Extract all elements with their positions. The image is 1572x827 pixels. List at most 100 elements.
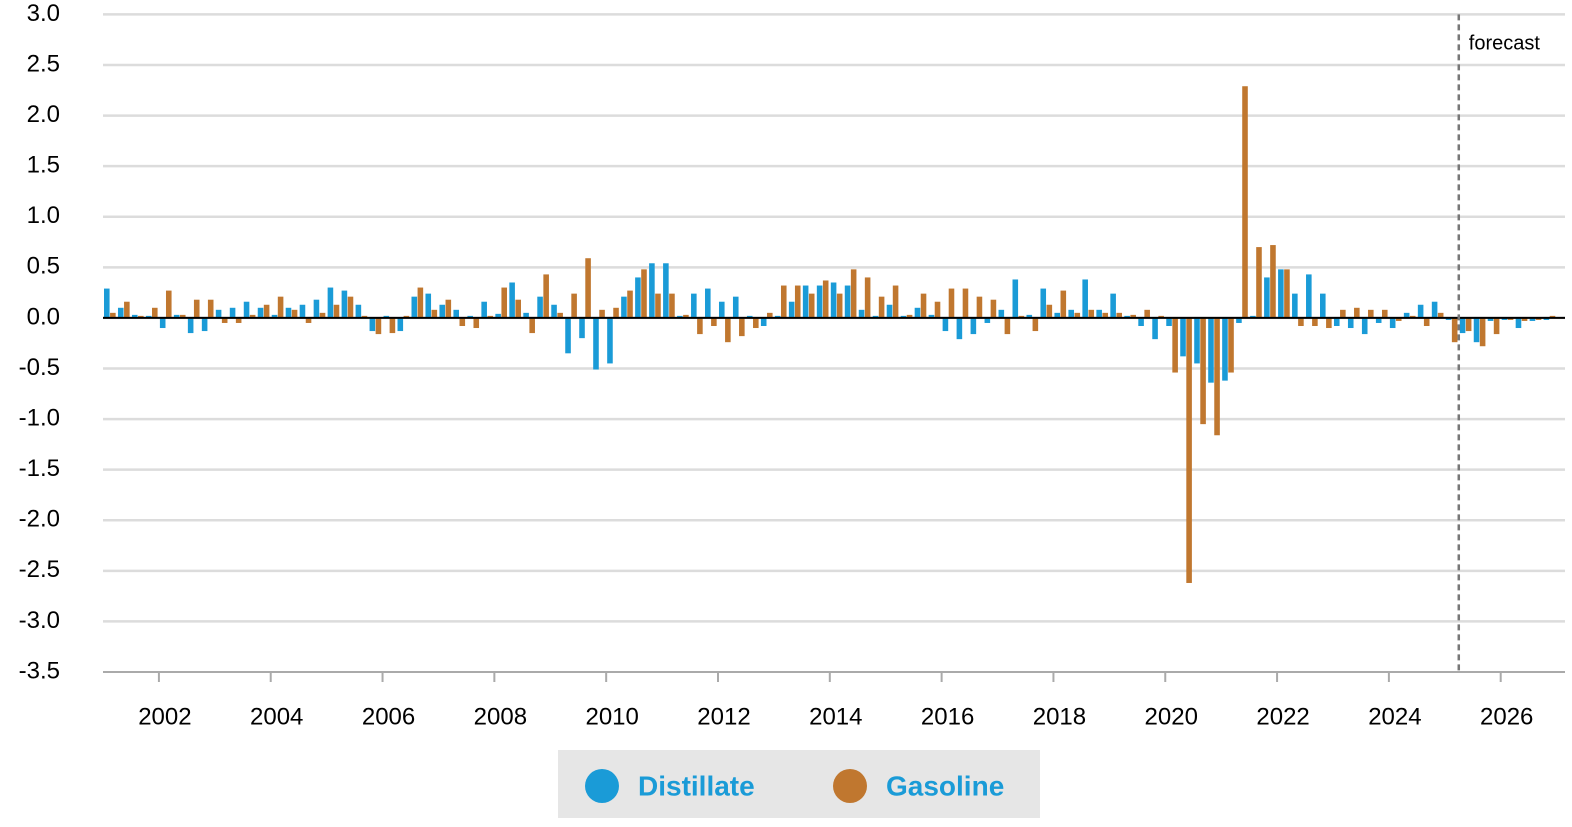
- bar: [766, 312, 773, 318]
- bar: [1381, 309, 1388, 318]
- bar: [1088, 309, 1095, 318]
- bar: [313, 299, 320, 318]
- bar: [864, 277, 871, 318]
- bar: [635, 277, 641, 318]
- bar: [886, 304, 893, 318]
- bar: [1451, 317, 1458, 343]
- bar: [515, 299, 521, 318]
- bar: [1180, 317, 1186, 357]
- bar: [599, 309, 605, 318]
- bar: [990, 299, 997, 318]
- bar: [425, 293, 432, 318]
- x-tick-label: 2004: [250, 703, 303, 730]
- y-tick-label: 2.0: [27, 101, 60, 128]
- bar: [263, 304, 270, 318]
- bar: [627, 290, 633, 318]
- bar: [934, 301, 941, 318]
- bar: [1152, 317, 1158, 340]
- bar: [565, 317, 571, 354]
- bar: [1208, 317, 1214, 383]
- bar: [187, 317, 194, 334]
- bar: [243, 301, 250, 318]
- bar: [914, 307, 921, 318]
- bar: [774, 315, 781, 318]
- bar: [683, 314, 689, 318]
- bar: [746, 315, 753, 318]
- bar: [215, 309, 222, 318]
- bar: [1417, 304, 1424, 318]
- x-tick-label: 2020: [1145, 703, 1198, 730]
- bar: [718, 301, 725, 318]
- y-tick-label: -3.5: [19, 657, 60, 684]
- bar: [1060, 290, 1067, 318]
- bar: [711, 317, 717, 327]
- bar: [780, 285, 787, 318]
- bar: [1395, 317, 1402, 321]
- bar: [104, 288, 110, 318]
- bar: [355, 304, 362, 318]
- bar: [165, 290, 172, 318]
- bar: [1340, 309, 1346, 318]
- bar: [1515, 317, 1522, 329]
- bar: [613, 307, 619, 318]
- bar: [481, 301, 487, 318]
- bar: [179, 314, 186, 318]
- bar: [649, 263, 655, 318]
- bar: [585, 258, 591, 318]
- y-tick-label: 0.0: [27, 303, 60, 330]
- bar: [221, 317, 228, 323]
- bar: [201, 317, 208, 332]
- bar: [271, 314, 278, 318]
- y-tick-label: -1.5: [19, 455, 60, 482]
- bar: [1292, 293, 1298, 318]
- bar: [739, 317, 745, 337]
- bar: [697, 317, 703, 335]
- bar: [1403, 312, 1410, 318]
- bar: [327, 287, 334, 318]
- bar: [453, 309, 460, 318]
- bar: [1228, 317, 1234, 373]
- bar: [1166, 317, 1172, 327]
- y-tick-label: -0.5: [19, 354, 60, 381]
- bar: [1487, 317, 1494, 321]
- y-tick-label: 1.5: [27, 151, 60, 178]
- bar: [229, 307, 236, 318]
- y-tick-label: 2.5: [27, 50, 60, 77]
- bar: [110, 312, 116, 318]
- bar: [131, 314, 138, 318]
- x-tick-label: 2006: [362, 703, 415, 730]
- bar: [621, 296, 627, 318]
- bar: [858, 309, 865, 318]
- bar: [1200, 317, 1206, 425]
- bar: [361, 315, 368, 318]
- bar: [459, 317, 466, 327]
- bar: [571, 293, 577, 318]
- bar: [1278, 269, 1284, 318]
- x-tick-label: 2026: [1480, 703, 1533, 730]
- bar: [691, 293, 697, 318]
- bar: [872, 315, 879, 318]
- x-tick-label: 2014: [809, 703, 862, 730]
- bar: [333, 304, 340, 318]
- y-tick-label: 1.0: [27, 202, 60, 229]
- bar: [145, 315, 152, 318]
- bar: [501, 287, 508, 318]
- bar: [285, 307, 292, 318]
- bar: [1032, 317, 1039, 332]
- bar: [1445, 317, 1452, 320]
- bar: [117, 307, 124, 318]
- bar: [753, 317, 759, 329]
- x-tick-label: 2018: [1033, 703, 1086, 730]
- bar: [473, 317, 480, 329]
- bar: [383, 315, 390, 318]
- bar: [537, 296, 543, 318]
- y-tick-label: -3.0: [19, 607, 60, 634]
- bar: [1306, 274, 1312, 318]
- bar: [1068, 309, 1074, 318]
- bar: [822, 280, 829, 318]
- bar: [641, 269, 647, 318]
- bar: [1046, 304, 1053, 318]
- bar: [976, 296, 983, 318]
- bar: [1368, 309, 1374, 318]
